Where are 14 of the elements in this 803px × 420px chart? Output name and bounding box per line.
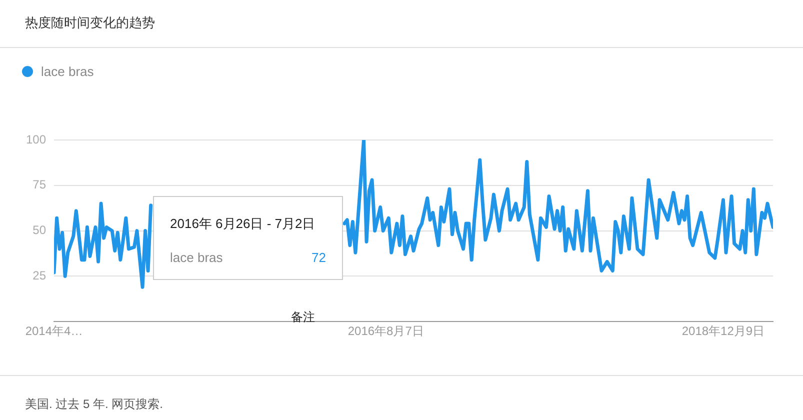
x-tick-label: 2018年12月9日 bbox=[682, 324, 765, 338]
annotation: 备注 bbox=[291, 309, 315, 326]
text: 美国. 过去 5 年. 网页搜索. bbox=[25, 396, 164, 413]
annotation: 72 bbox=[312, 250, 326, 265]
y-tick-label: 100 bbox=[26, 132, 46, 146]
x-tick-label: 2016年8月7日 bbox=[348, 324, 424, 338]
annotation: 2016年 6月26日 - 7月2日 bbox=[170, 215, 316, 233]
tooltip-panel: 2016年 6月26日 - 7月2日 lace bras 72 bbox=[153, 196, 343, 280]
y-tick-label: 25 bbox=[32, 268, 46, 283]
chart-title: 热度随时间变化的趋势 bbox=[25, 14, 155, 32]
y-tick-label: 75 bbox=[32, 178, 46, 192]
x-tick-label: 2014年4… bbox=[25, 324, 83, 338]
y-tick-label: 50 bbox=[32, 223, 46, 238]
legend-label: lace bras bbox=[41, 64, 94, 79]
